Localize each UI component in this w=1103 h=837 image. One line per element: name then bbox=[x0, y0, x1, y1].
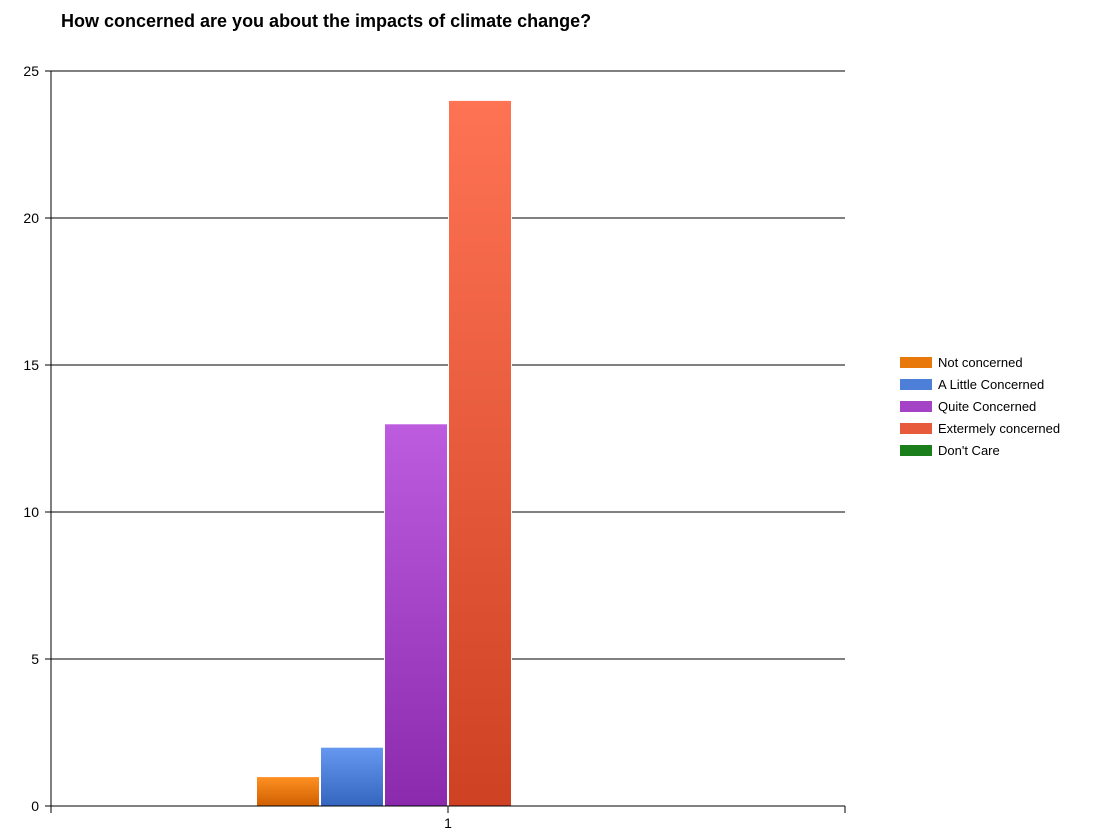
legend-swatch bbox=[900, 422, 932, 434]
legend-label: Quite Concerned bbox=[938, 398, 1037, 414]
legend-swatch bbox=[900, 444, 932, 456]
y-tick-label: 20 bbox=[23, 210, 39, 226]
legend-swatch bbox=[900, 400, 932, 412]
y-tick-label: 10 bbox=[23, 504, 39, 520]
legend-item: Quite Concerned bbox=[900, 395, 1060, 417]
legend-label: Not concerned bbox=[938, 354, 1023, 370]
bar-not-concerned bbox=[256, 776, 320, 807]
y-tick-label: 15 bbox=[23, 357, 39, 373]
bar-a-little-concerned bbox=[320, 746, 384, 807]
legend-item: A Little Concerned bbox=[900, 373, 1060, 395]
chart-title: How concerned are you about the impacts … bbox=[61, 11, 592, 31]
legend-swatch bbox=[900, 356, 932, 368]
legend-item: Don't Care bbox=[900, 439, 1060, 461]
legend-item: Not concerned bbox=[900, 351, 1060, 373]
y-tick-label: 5 bbox=[31, 651, 39, 667]
legend-label: Don't Care bbox=[938, 442, 1000, 458]
y-tick-label: 0 bbox=[31, 798, 39, 814]
legend-swatch bbox=[900, 378, 932, 390]
x-tick-label: 1 bbox=[444, 815, 452, 831]
y-tick-label: 25 bbox=[23, 63, 39, 79]
bar-quite-concerned bbox=[384, 423, 448, 807]
legend-label: Extermely concerned bbox=[938, 420, 1061, 436]
legend-label: A Little Concerned bbox=[938, 376, 1045, 392]
bar-extermely-concerned bbox=[448, 99, 512, 807]
chart-legend: Not concerned A Little Concerned Quite Con… bbox=[900, 351, 1060, 461]
legend-item: Extermely concerned bbox=[900, 417, 1060, 439]
